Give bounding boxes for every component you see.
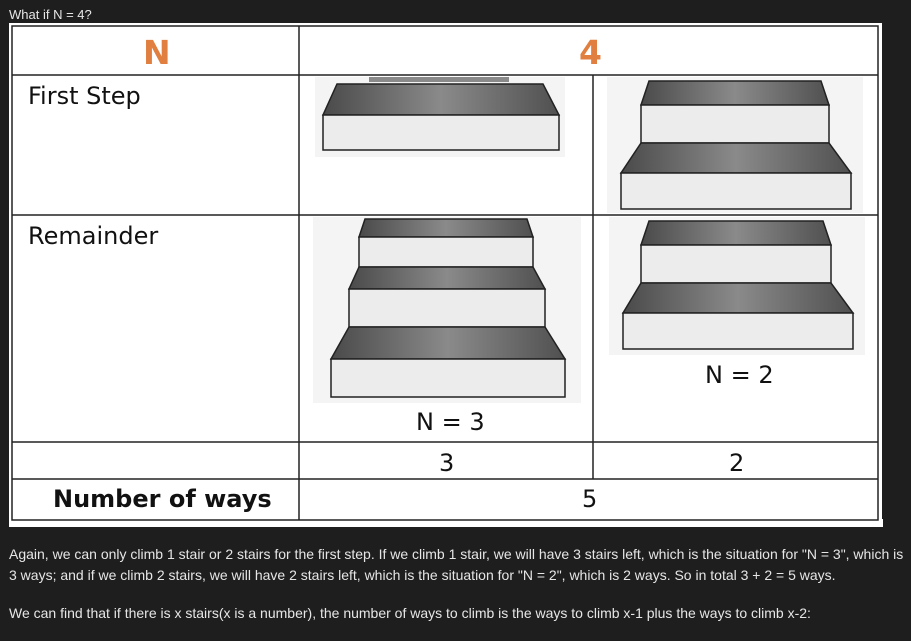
stair-remainder-three-icon [313, 217, 581, 403]
header-four: 4 [579, 33, 602, 72]
header-n: N [143, 33, 171, 72]
recurrence-paragraph: We can find that if there is x stairs(x … [9, 605, 811, 621]
remainder-label-n3: N = 3 [416, 408, 485, 436]
row-label-number-of-ways: Number of ways [53, 485, 272, 513]
count-right: 2 [729, 449, 745, 477]
stair-first-one-icon [315, 77, 565, 157]
row-label-first-step: First Step [28, 82, 141, 110]
figure: N 4 First Step Remainder N = 3 N = 2 3 2… [9, 23, 882, 527]
explanation-paragraph: Again, we can only climb 1 stair or 2 st… [9, 546, 904, 583]
table-grid [11, 25, 879, 521]
question-line: What if N = 4? [9, 7, 92, 22]
total-ways: 5 [582, 485, 598, 513]
stair-first-two-icon [607, 77, 863, 213]
stair-remainder-two-icon [609, 217, 865, 355]
remainder-label-n2: N = 2 [705, 361, 774, 389]
row-label-remainder: Remainder [28, 222, 159, 250]
figure-edge-mark [881, 519, 883, 527]
count-left: 3 [439, 449, 455, 477]
